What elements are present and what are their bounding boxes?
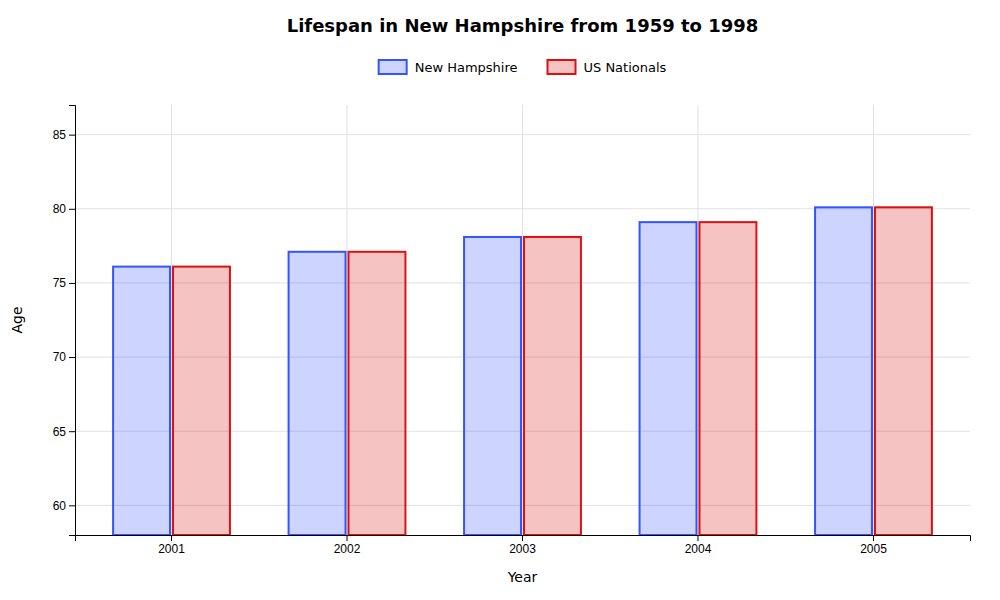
legend-label: US Nationals [583,60,666,75]
tick: 85 [53,128,75,142]
legend-item: New Hampshire [379,60,518,75]
tick: 2001 [158,535,185,556]
tick-label: 80 [53,202,67,216]
grid-line-x [697,105,698,535]
tick-label: 65 [53,425,67,439]
grid-line-x [171,105,172,535]
bar [289,252,346,535]
tick-mark [873,535,874,541]
grid [75,105,970,535]
grid-line-x [873,105,874,535]
axis-line [76,536,971,542]
series [173,207,932,535]
legend-label: New Hampshire [415,60,518,75]
bar [524,237,581,535]
bar [699,222,756,535]
tick-mark [69,357,75,358]
legend: New Hampshire US Nationals [379,60,667,75]
title: Lifespan in New Hampshire from 1959 to 1… [287,15,759,36]
plot: 2001 2002 2003 2004 2005 60 65 70 75 80 85 [53,105,971,556]
tick: 2004 [685,535,712,556]
legend-item: US Nationals [547,60,666,75]
bar [640,222,697,535]
tick-mark [171,535,172,541]
y-axis-title: Age [9,306,25,333]
chart: 2001 2002 2003 2004 2005 60 65 70 75 80 85 Year Age L… [0,0,1000,600]
tick-label: 2004 [685,542,712,556]
bar [349,252,406,535]
tick-label: 2005 [860,542,887,556]
grid-line-x [522,105,523,535]
tick-mark [522,535,523,541]
tick: 80 [53,202,75,216]
tick: 2005 [860,535,887,556]
bar [113,267,170,535]
bars [113,207,932,535]
tick: 2002 [334,535,361,556]
x-axis-title: Year [507,569,538,585]
tick-label: 2002 [334,542,361,556]
tick-label: 85 [53,128,67,142]
legend-swatch [547,60,575,74]
tick-mark [69,283,75,284]
tick-mark [69,431,75,432]
bar [173,267,230,535]
tick-label: 2003 [509,542,536,556]
tick-label: 75 [53,276,67,290]
tick-mark [347,535,348,541]
tick-mark [69,505,75,506]
tick-label: 70 [53,350,67,364]
x-axis: 2001 2002 2003 2004 2005 [76,535,971,556]
tick-label: 2001 [158,542,185,556]
bar [815,207,872,535]
bar [464,237,521,535]
tick: 2003 [509,535,536,556]
y-axis: 60 65 70 75 80 85 [53,106,76,536]
legend-swatch [379,60,407,74]
series [113,207,872,535]
tick-mark [697,535,698,541]
grid-line-x [347,105,348,535]
tick: 75 [53,276,75,290]
bar [875,207,932,535]
axis-line [69,106,76,536]
tick: 65 [53,425,75,439]
tick-label: 60 [53,499,67,513]
tick-mark [69,135,75,136]
tick-mark [69,209,75,210]
tick: 60 [53,499,75,513]
tick: 70 [53,350,75,364]
